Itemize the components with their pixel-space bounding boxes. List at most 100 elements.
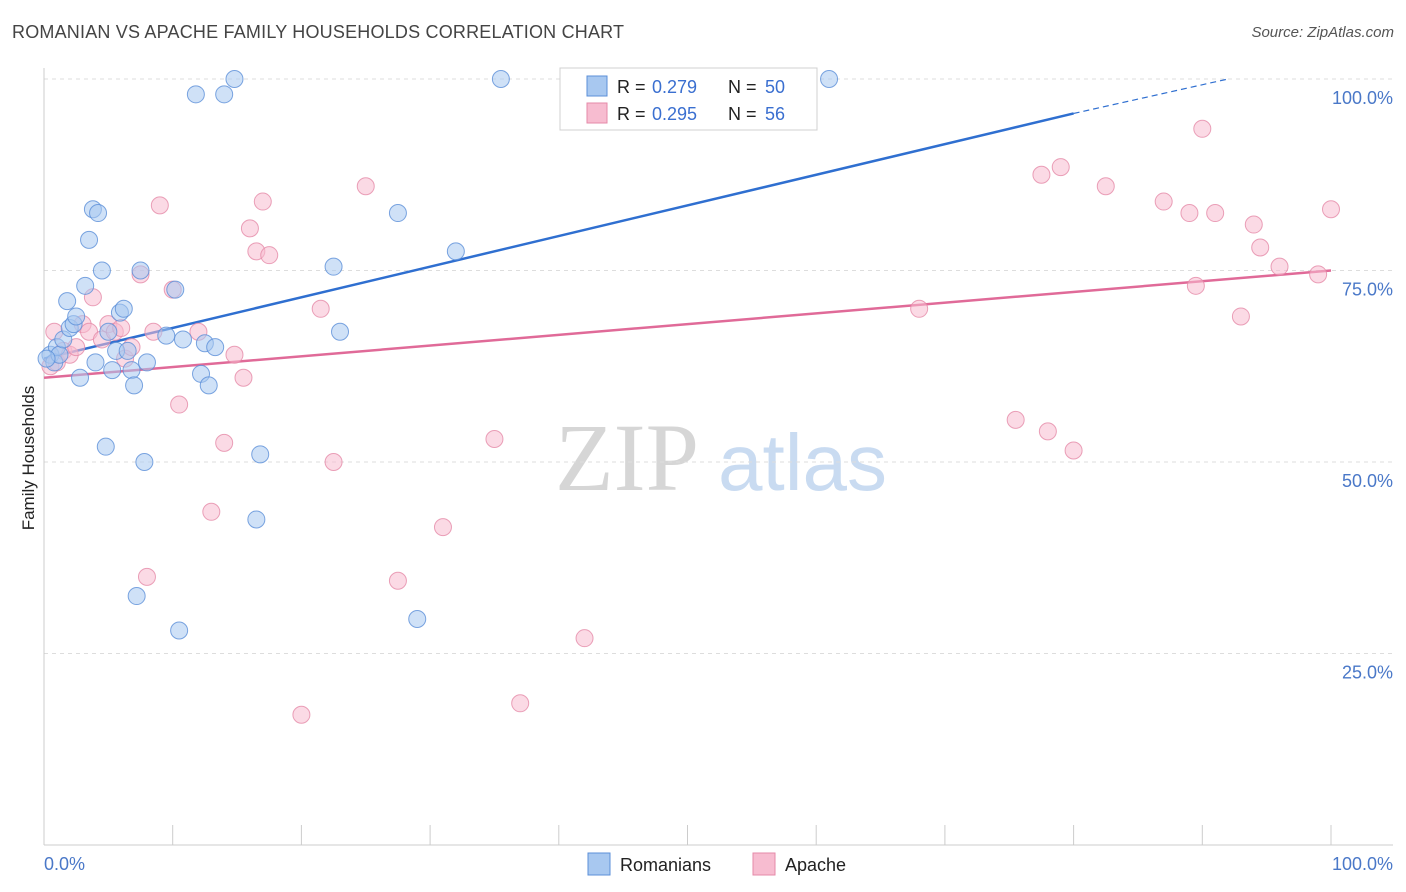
apache-point-33 — [356, 177, 375, 196]
apache-point-45 — [1096, 177, 1115, 196]
apache-point-29 — [260, 246, 279, 265]
romanians-point-37 — [206, 338, 225, 357]
apache-point-47 — [1180, 204, 1199, 223]
romanians-point-27 — [135, 453, 154, 471]
apache-trend-line — [43, 269, 1332, 379]
y-tick-label-50: 50.0% — [1342, 471, 1393, 491]
romanians-point-17 — [99, 322, 118, 341]
stats-swatch-romanians — [586, 75, 608, 97]
stats-swatch-apache — [586, 102, 608, 124]
apache-point-23 — [215, 433, 234, 452]
romanians-point-22 — [118, 341, 137, 360]
romanians-point-45 — [408, 610, 427, 629]
apache-point-52 — [1244, 215, 1263, 234]
romanians-trend-line — [43, 112, 1074, 360]
romanians-point-41 — [251, 445, 270, 464]
apache-point-32 — [324, 453, 343, 471]
apache-point-18 — [150, 196, 169, 215]
stats-r-label-apache: R = — [617, 104, 646, 124]
romanians-point-23 — [122, 361, 141, 380]
apache-point-20 — [170, 395, 189, 414]
romanians-point-42 — [324, 257, 343, 276]
apache-point-34 — [388, 571, 407, 590]
y-tick-label-75: 75.0% — [1342, 280, 1393, 300]
apache-point-43 — [1051, 158, 1070, 177]
romanians-point-10 — [76, 276, 95, 295]
apache-point-39 — [910, 299, 929, 318]
apache-point-48 — [1186, 276, 1205, 295]
stats-n-label-apache: N = — [728, 104, 757, 124]
romanians-point-29 — [157, 326, 176, 345]
y-tick-labels: 25.0% 50.0% 75.0% 100.0% — [1332, 88, 1393, 683]
romanians-point-43 — [331, 322, 350, 341]
romanians-point-15 — [92, 261, 111, 280]
romanians-point-48 — [820, 70, 839, 88]
axes — [43, 68, 1393, 846]
romanians-point-18 — [103, 361, 122, 380]
romanians-point-25 — [127, 587, 146, 606]
romanians-point-21 — [114, 299, 133, 318]
data-points — [37, 70, 1340, 724]
stats-n-value-romanians: 50 — [765, 77, 785, 97]
romanians-point-33 — [186, 85, 205, 104]
legend-swatch-apache — [752, 852, 776, 876]
romanians-point-8 — [67, 307, 86, 326]
apache-point-50 — [1206, 204, 1225, 223]
apache-point-38 — [575, 629, 594, 648]
y-tick-label-25: 25.0% — [1342, 663, 1393, 683]
romanians-point-31 — [170, 621, 189, 640]
apache-point-36 — [485, 430, 504, 449]
apache-point-42 — [1038, 422, 1057, 441]
chart-title: ROMANIAN VS APACHE FAMILY HOUSEHOLDS COR… — [12, 22, 625, 42]
apache-point-26 — [240, 219, 259, 238]
apache-point-31 — [311, 299, 330, 318]
romanians-point-39 — [225, 70, 244, 88]
romanians-point-36 — [199, 376, 218, 395]
watermark-zip: ZIP — [555, 404, 699, 511]
romanians-point-49 — [37, 349, 56, 368]
apache-point-16 — [137, 567, 156, 586]
romanians-point-13 — [86, 353, 105, 372]
y-axis-title: Family Households — [19, 386, 38, 531]
stats-r-value-romanians: 0.279 — [652, 77, 697, 97]
legend-label-romanians: Romanians — [620, 855, 711, 875]
apache-point-56 — [1322, 200, 1340, 219]
apache-point-49 — [1193, 119, 1212, 138]
stats-n-value-apache: 56 — [765, 104, 785, 124]
apache-point-54 — [1270, 257, 1289, 276]
romanians-point-26 — [131, 261, 150, 280]
apache-point-55 — [1309, 265, 1328, 284]
romanians-point-46 — [446, 242, 465, 261]
apache-point-24 — [225, 345, 244, 364]
romanians-point-14 — [89, 204, 108, 223]
apache-point-44 — [1064, 441, 1083, 460]
romanians-point-44 — [388, 204, 407, 223]
romanians-point-16 — [96, 437, 115, 456]
apache-point-28 — [253, 192, 272, 211]
legend-swatch-romanians — [587, 852, 611, 876]
romanians-point-5 — [58, 292, 77, 311]
romanians-point-9 — [71, 368, 90, 387]
romanians-point-32 — [173, 330, 192, 349]
romanians-point-11 — [80, 230, 99, 249]
x-tick-label-min: 0.0% — [44, 854, 85, 874]
stats-n-label-romanians: N = — [728, 77, 757, 97]
apache-point-46 — [1154, 192, 1173, 211]
apache-point-25 — [234, 368, 253, 387]
apache-point-30 — [292, 705, 311, 724]
stats-r-value-apache: 0.295 — [652, 104, 697, 124]
x-tick-label-max: 100.0% — [1332, 854, 1393, 874]
romanians-point-28 — [137, 353, 156, 372]
trend-lines — [43, 78, 1332, 379]
source-label: Source: ZipAtlas.com — [1251, 24, 1394, 41]
apache-point-51 — [1231, 307, 1250, 326]
romanians-point-38 — [215, 85, 234, 104]
stats-legend: R = 0.279 N = 50 R = 0.295 N = 56 — [559, 67, 818, 131]
romanians-trend-extension — [1073, 78, 1229, 115]
bottom-legend: Romanians Apache — [587, 852, 846, 876]
grid — [44, 78, 1393, 654]
stats-r-label-romanians: R = — [617, 77, 646, 97]
watermark-atlas: atlas — [718, 418, 887, 507]
apache-point-35 — [433, 518, 452, 537]
